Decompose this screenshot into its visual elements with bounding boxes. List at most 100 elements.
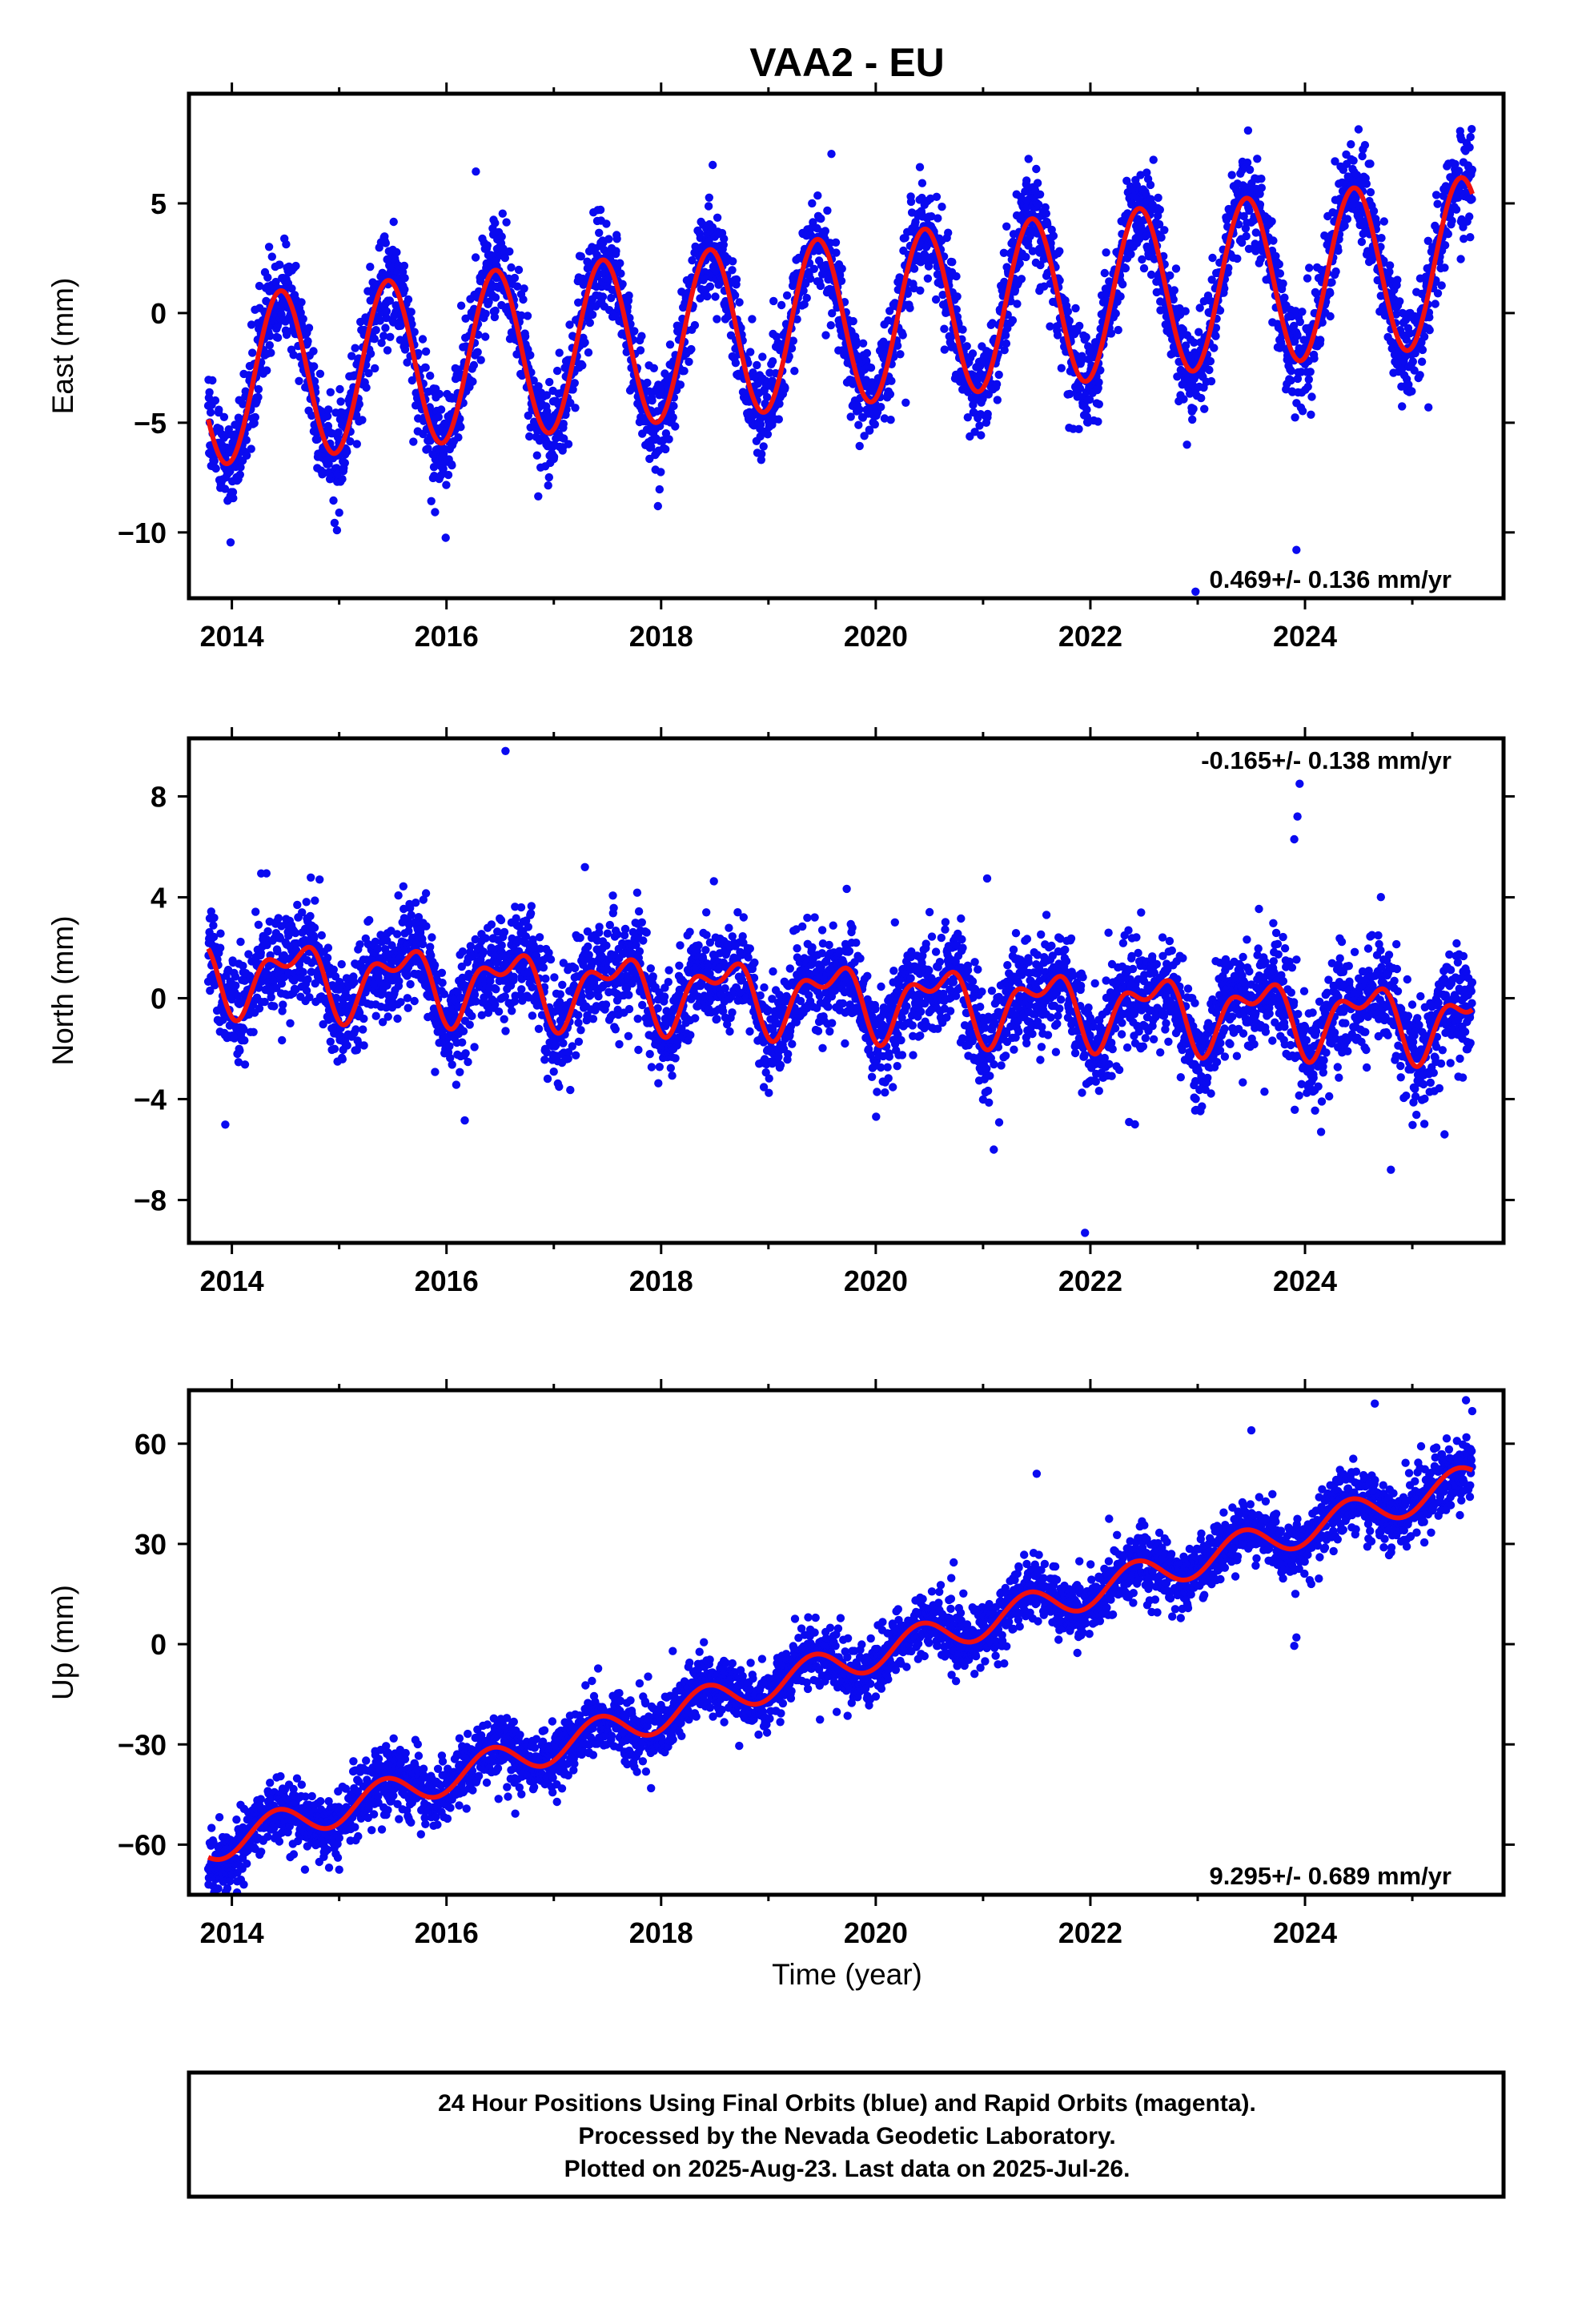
data-point bbox=[1277, 340, 1286, 349]
east-model-curve bbox=[206, 175, 1475, 467]
data-point bbox=[940, 345, 950, 354]
data-point bbox=[916, 286, 925, 295]
data-point bbox=[1024, 241, 1033, 250]
data-point bbox=[206, 986, 215, 995]
data-point bbox=[570, 379, 579, 388]
data-point bbox=[364, 368, 373, 378]
data-point bbox=[431, 1068, 440, 1076]
data-point bbox=[474, 330, 483, 340]
data-point bbox=[400, 261, 409, 271]
data-point bbox=[656, 468, 665, 476]
data-point bbox=[206, 408, 215, 417]
data-point bbox=[385, 296, 395, 305]
data-point bbox=[355, 400, 363, 408]
data-point bbox=[421, 347, 431, 356]
data-point bbox=[1468, 125, 1476, 134]
data-point bbox=[338, 475, 347, 484]
data-point bbox=[1245, 206, 1254, 215]
data-point bbox=[219, 1015, 227, 1024]
data-point bbox=[483, 241, 492, 250]
data-point bbox=[408, 320, 416, 328]
data-point bbox=[669, 413, 677, 422]
data-point bbox=[424, 444, 432, 453]
data-point bbox=[1454, 167, 1464, 175]
data-point bbox=[968, 349, 978, 358]
data-point bbox=[435, 389, 444, 399]
data-point bbox=[813, 191, 822, 200]
data-point bbox=[513, 282, 522, 291]
data-point bbox=[1460, 235, 1468, 243]
data-point bbox=[885, 390, 895, 399]
data-point bbox=[1410, 366, 1419, 375]
data-point bbox=[1082, 405, 1091, 414]
data-point bbox=[274, 914, 283, 923]
data-point bbox=[1085, 395, 1094, 404]
data-point bbox=[1197, 393, 1206, 403]
data-point bbox=[434, 412, 443, 421]
data-point bbox=[816, 281, 825, 291]
data-point bbox=[565, 320, 574, 329]
data-point bbox=[334, 428, 343, 437]
data-point bbox=[1293, 374, 1303, 384]
data-point bbox=[248, 348, 257, 357]
data-point bbox=[1289, 321, 1299, 331]
data-point bbox=[927, 212, 936, 221]
data-point bbox=[469, 360, 479, 370]
data-point bbox=[1002, 339, 1011, 348]
data-point bbox=[421, 889, 431, 898]
data-point bbox=[1211, 324, 1221, 332]
data-point bbox=[263, 273, 272, 282]
data-point bbox=[1116, 292, 1125, 301]
data-point bbox=[595, 228, 604, 237]
data-point bbox=[452, 1080, 461, 1089]
data-point bbox=[400, 285, 409, 294]
data-point bbox=[234, 1058, 243, 1067]
data-point bbox=[647, 442, 656, 451]
data-point bbox=[1451, 159, 1460, 169]
data-point bbox=[992, 380, 1002, 388]
data-point bbox=[769, 296, 778, 306]
data-point bbox=[366, 263, 375, 271]
data-point bbox=[389, 217, 398, 227]
data-point bbox=[340, 458, 349, 468]
data-point bbox=[805, 274, 815, 283]
data-point bbox=[649, 364, 658, 372]
data-point bbox=[1303, 382, 1312, 392]
data-point bbox=[598, 292, 608, 301]
data-point bbox=[490, 312, 500, 322]
data-point bbox=[909, 264, 919, 273]
east-rate-label: 0.469+/- 0.136 mm/yr bbox=[1210, 565, 1452, 593]
data-point bbox=[552, 366, 562, 376]
data-point bbox=[481, 934, 490, 943]
data-point bbox=[1372, 219, 1381, 228]
data-point bbox=[1126, 250, 1135, 259]
data-point bbox=[584, 348, 593, 357]
data-point bbox=[1036, 260, 1045, 270]
data-point bbox=[1149, 155, 1158, 164]
data-point bbox=[1256, 255, 1265, 263]
data-point bbox=[422, 922, 431, 931]
data-point bbox=[1195, 304, 1204, 312]
data-point bbox=[1305, 263, 1314, 272]
data-point bbox=[661, 444, 670, 454]
data-point bbox=[1181, 307, 1190, 316]
data-point bbox=[870, 420, 880, 429]
data-point bbox=[481, 332, 490, 341]
data-point bbox=[612, 235, 621, 243]
data-point bbox=[209, 932, 219, 942]
data-point bbox=[1343, 215, 1352, 223]
data-point bbox=[823, 206, 832, 215]
data-point bbox=[1275, 259, 1284, 269]
data-point bbox=[1316, 336, 1325, 344]
data-point bbox=[266, 332, 275, 340]
data-point bbox=[828, 309, 837, 318]
data-point bbox=[371, 364, 379, 373]
data-point bbox=[1279, 279, 1287, 288]
data-point bbox=[392, 930, 402, 939]
data-point bbox=[465, 1020, 474, 1029]
data-point bbox=[1049, 231, 1058, 240]
data-point bbox=[1295, 317, 1305, 327]
data-point bbox=[1327, 278, 1336, 287]
data-point bbox=[1146, 180, 1155, 190]
data-point bbox=[1042, 209, 1051, 218]
